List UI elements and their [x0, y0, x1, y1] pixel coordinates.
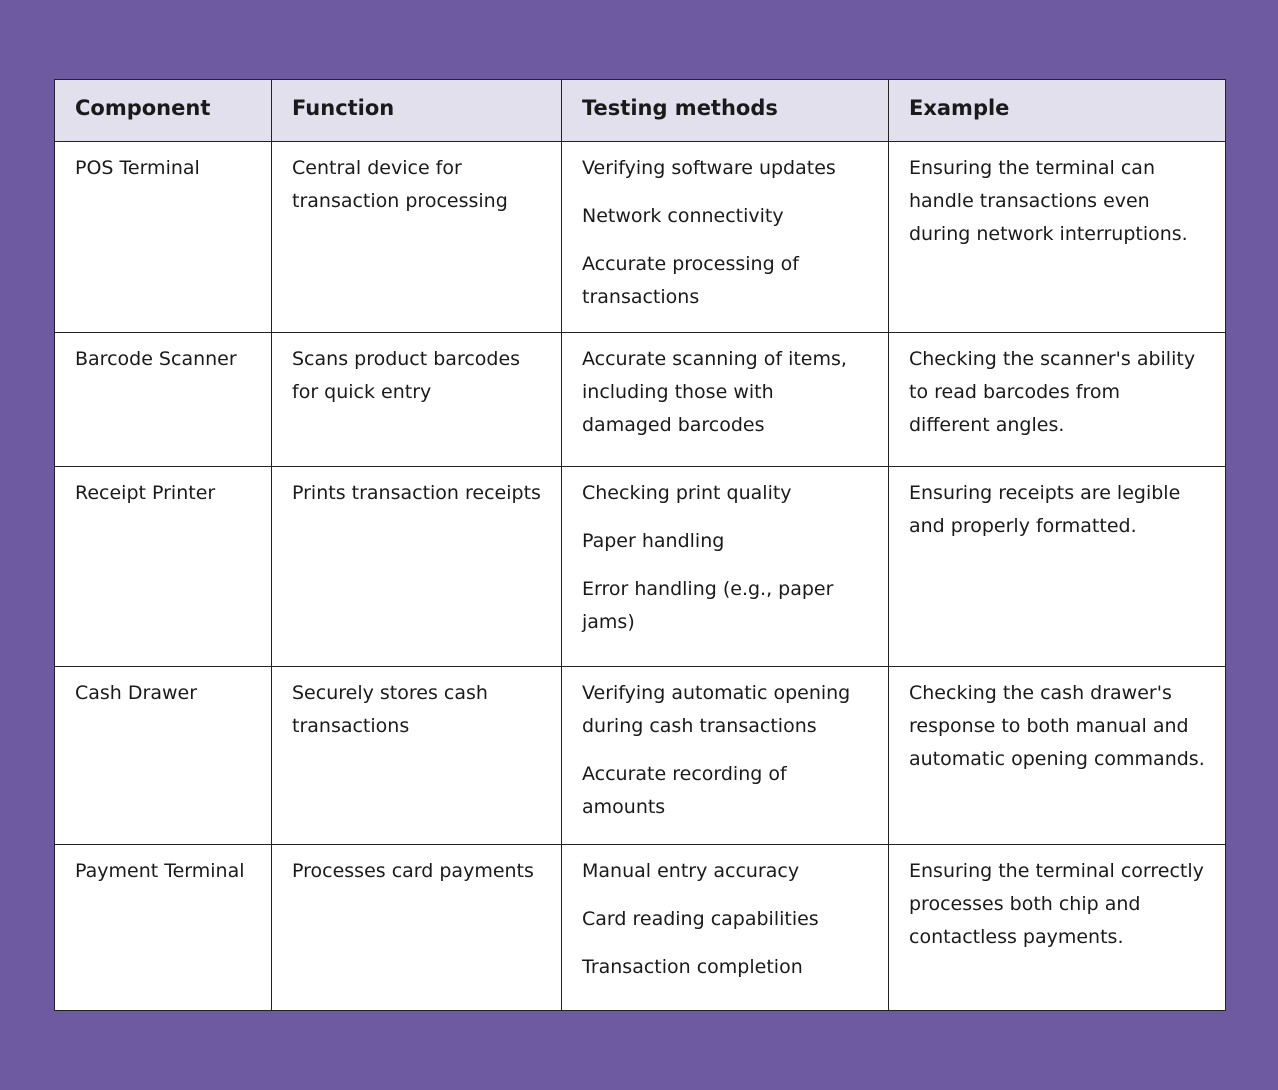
- method-item: Verifying software updates: [582, 157, 836, 179]
- method-item: Accurate processing of transactions: [582, 253, 799, 308]
- table-cell: Verifying software updates Network connec…: [561, 141, 889, 333]
- table-cell: Accurate scanning of items, including th…: [561, 332, 889, 467]
- method-item: Error handling (e.g., paper jams): [582, 578, 834, 633]
- method-item: Paper handling: [582, 530, 725, 552]
- table-cell: Checking the cash drawer's response to b…: [888, 666, 1226, 845]
- table-cell: Ensuring the terminal can handle transac…: [888, 141, 1226, 333]
- table-cell: Ensuring receipts are legible and proper…: [888, 466, 1226, 667]
- table-cell: Processes card payments: [271, 844, 562, 1011]
- table-cell: Checking the scanner's ability to read b…: [888, 332, 1226, 467]
- table-cell: Verifying automatic opening during cash …: [561, 666, 889, 845]
- table-row: Cash Drawer Securely stores cash transact…: [54, 666, 1226, 845]
- method-item: Accurate scanning of items, including th…: [582, 348, 847, 436]
- table-row: Barcode Scanner Scans product barcodes fo…: [54, 332, 1226, 467]
- table-cell: Ensuring the terminal correctly processe…: [888, 844, 1226, 1011]
- header-cell: Component: [54, 79, 272, 142]
- table-cell: Payment Terminal: [54, 844, 272, 1011]
- header-cell: Testing methods: [561, 79, 889, 142]
- table-cell: Prints transaction receipts: [271, 466, 562, 667]
- table-row: Payment Terminal Processes card payments M…: [54, 844, 1226, 1011]
- header-cell: Function: [271, 79, 562, 142]
- method-item: Accurate recording of amounts: [582, 763, 787, 818]
- method-item: Network connectivity: [582, 205, 784, 227]
- data-table: Component Function Testing methods Example …: [54, 79, 1226, 1011]
- header-row: Component Function Testing methods Example: [54, 79, 1226, 142]
- table-cell: POS Terminal: [54, 141, 272, 333]
- method-item: Verifying automatic opening during cash …: [582, 682, 851, 737]
- header-cell: Example: [888, 79, 1226, 142]
- table-cell: Scans product barcodes for quick entry: [271, 332, 562, 467]
- table-row: POS Terminal Central device for transacti…: [54, 141, 1226, 333]
- table-cell: Securely stores cash transactions: [271, 666, 562, 845]
- method-item: Manual entry accuracy: [582, 860, 800, 882]
- method-item: Checking print quality: [582, 482, 792, 504]
- table-cell: Cash Drawer: [54, 666, 272, 845]
- table-cell: Central device for transaction processin…: [271, 141, 562, 333]
- table-cell: Manual entry accuracy Card reading capabi…: [561, 844, 889, 1011]
- table-cell: Barcode Scanner: [54, 332, 272, 467]
- table-row: Receipt Printer Prints transaction receip…: [54, 466, 1226, 667]
- table-cell: Receipt Printer: [54, 466, 272, 667]
- method-item: Card reading capabilities: [582, 908, 819, 930]
- table-cell: Checking print quality Paper handling Erro…: [561, 466, 889, 667]
- method-item: Transaction completion: [582, 956, 803, 978]
